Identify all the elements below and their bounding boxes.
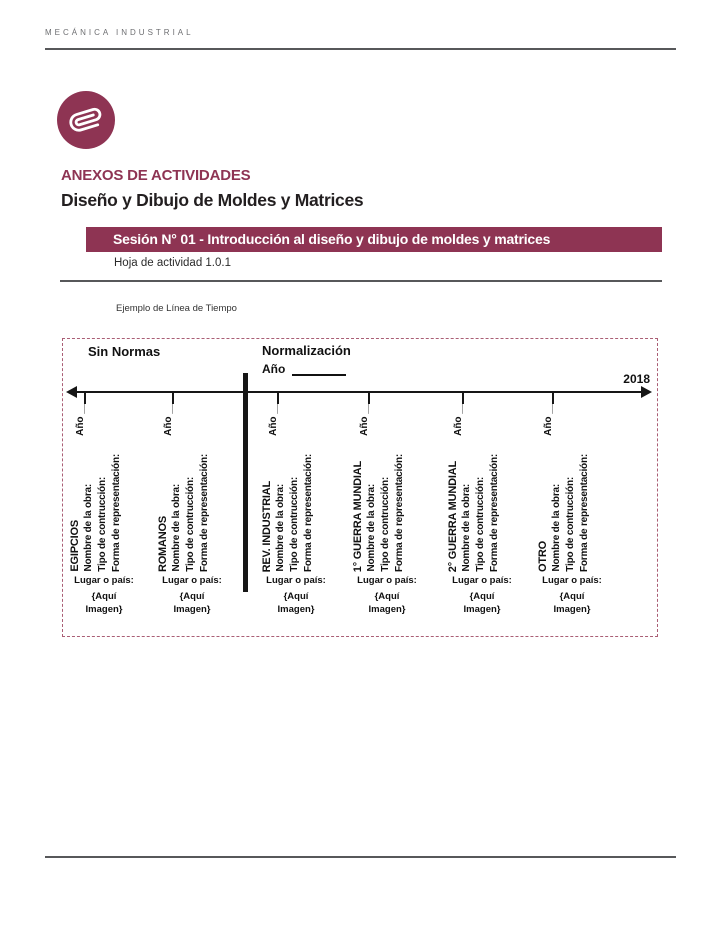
image-placeholder: {Aquí Imagen} (58, 590, 150, 616)
epoch-title: 2° GUERRA MUNDIAL (447, 460, 459, 572)
image-placeholder: {Aquí Imagen} (250, 590, 342, 616)
timeline-tick (277, 393, 279, 404)
epoch-title: OTRO (537, 541, 549, 572)
image-placeholder-line: Imagen} (368, 604, 406, 615)
epoch-field-label: Forma de representación: (394, 453, 405, 572)
footer-divider (45, 856, 676, 858)
place-label: Lugar o país: (162, 575, 222, 586)
session-banner: Sesión N° 01 - Introducción al diseño y … (86, 227, 662, 252)
image-placeholder: {Aquí Imagen} (341, 590, 433, 616)
epoch-under: Lugar o país: {Aquí Imagen} (341, 575, 433, 616)
place-label: Lugar o país: (542, 575, 602, 586)
epoch-field-label: Tipo de contrucción: (380, 477, 391, 572)
brand-label: MECÁNICA INDUSTRIAL (45, 28, 194, 37)
epoch-field-label: Forma de representación: (579, 453, 590, 572)
epoch-field-label: Nombre de la obra: (171, 484, 182, 572)
doc-title: Diseño y Dibujo de Moldes y Matrices (61, 190, 364, 210)
image-placeholder: {Aquí Imagen} (146, 590, 238, 616)
image-placeholder: {Aquí Imagen} (436, 590, 528, 616)
image-placeholder-line: {Aquí (559, 591, 585, 602)
image-placeholder-line: Imagen} (463, 604, 501, 615)
epoch-field-label: Tipo de contrucción: (475, 477, 486, 572)
paperclip-icon (69, 107, 102, 132)
image-placeholder-line: Imagen} (173, 604, 211, 615)
image-placeholder-line: {Aquí (91, 591, 117, 602)
normalization-year-field: Año (262, 362, 347, 376)
timeline-tick (368, 393, 370, 404)
paperclip-badge (57, 91, 115, 149)
epoch-field-label: Tipo de contrucción: (289, 477, 300, 572)
epoch-title: EGIPCIOS (69, 520, 81, 572)
section-divider (60, 280, 662, 282)
image-placeholder-line: Imagen} (553, 604, 591, 615)
epoch-column: 2° GUERRA MUNDIAL Nombre de la obra: Tipo … (446, 424, 502, 572)
epoch-column: REV. INDUSTRIAL Nombre de la obra: Tipo de… (260, 424, 316, 572)
epoch-field-label: Nombre de la obra: (366, 484, 377, 572)
epoch-field-label: Forma de representación: (111, 453, 122, 572)
axis-arrow-right-icon (641, 386, 652, 398)
epoch-field-label: Nombre de la obra: (461, 484, 472, 572)
image-placeholder-line: Imagen} (85, 604, 123, 615)
timeline-axis (76, 391, 642, 393)
timeline-tick (172, 393, 174, 404)
epoch-column: ROMANOS Nombre de la obra: Tipo de contruc… (156, 424, 212, 572)
normalization-divider-bar (243, 373, 248, 592)
epoch-column: 1° GUERRA MUNDIAL Nombre de la obra: Tipo … (351, 424, 407, 572)
timeline-tick (552, 393, 554, 404)
image-placeholder: {Aquí Imagen} (526, 590, 618, 616)
example-caption: Ejemplo de Línea de Tiempo (116, 303, 237, 314)
epoch-column: EGIPCIOS Nombre de la obra: Tipo de contru… (68, 424, 124, 572)
end-year-label: 2018 (623, 372, 650, 386)
epoch-under: Lugar o país: {Aquí Imagen} (526, 575, 618, 616)
header-divider (45, 48, 676, 50)
epoch-field-label: Nombre de la obra: (551, 484, 562, 572)
epoch-column: OTRO Nombre de la obra: Tipo de contrucció… (536, 424, 592, 572)
epoch-field-label: Nombre de la obra: (83, 484, 94, 572)
place-label: Lugar o país: (266, 575, 326, 586)
epoch-field-label: Tipo de contrucción: (565, 477, 576, 572)
epoch-field-label: Forma de representación: (303, 453, 314, 572)
epoch-under: Lugar o país: {Aquí Imagen} (436, 575, 528, 616)
axis-arrow-left-icon (66, 386, 77, 398)
epoch-under: Lugar o país: {Aquí Imagen} (250, 575, 342, 616)
epoch-field-label: Tipo de contrucción: (97, 477, 108, 572)
image-placeholder-line: {Aquí (469, 591, 495, 602)
epoch-field-label: Tipo de contrucción: (185, 477, 196, 572)
timeline-tick (462, 393, 464, 404)
zone-label-sin-normas: Sin Normas (88, 344, 161, 359)
image-placeholder-line: Imagen} (277, 604, 315, 615)
epoch-under: Lugar o país: {Aquí Imagen} (58, 575, 150, 616)
epoch-title: 1° GUERRA MUNDIAL (352, 460, 364, 572)
epoch-field-label: Forma de representación: (489, 453, 500, 572)
activity-sheet-label: Hoja de actividad 1.0.1 (114, 257, 231, 269)
image-placeholder-line: {Aquí (179, 591, 205, 602)
epoch-title: REV. INDUSTRIAL (261, 480, 273, 572)
section-title: ANEXOS DE ACTIVIDADES (61, 167, 251, 184)
place-label: Lugar o país: (452, 575, 512, 586)
place-label: Lugar o país: (74, 575, 134, 586)
epoch-field-label: Nombre de la obra: (275, 484, 286, 572)
place-label: Lugar o país: (357, 575, 417, 586)
epoch-title: ROMANOS (157, 515, 169, 572)
image-placeholder-line: {Aquí (283, 591, 309, 602)
blank-line (292, 366, 347, 376)
image-placeholder-line: {Aquí (374, 591, 400, 602)
epoch-under: Lugar o país: {Aquí Imagen} (146, 575, 238, 616)
normalization-year-label: Año (262, 362, 286, 376)
timeline-box (62, 338, 658, 637)
zone-label-normalizacion: Normalización (262, 343, 351, 358)
epoch-field-label: Forma de representación: (199, 453, 210, 572)
timeline-tick (84, 393, 86, 404)
